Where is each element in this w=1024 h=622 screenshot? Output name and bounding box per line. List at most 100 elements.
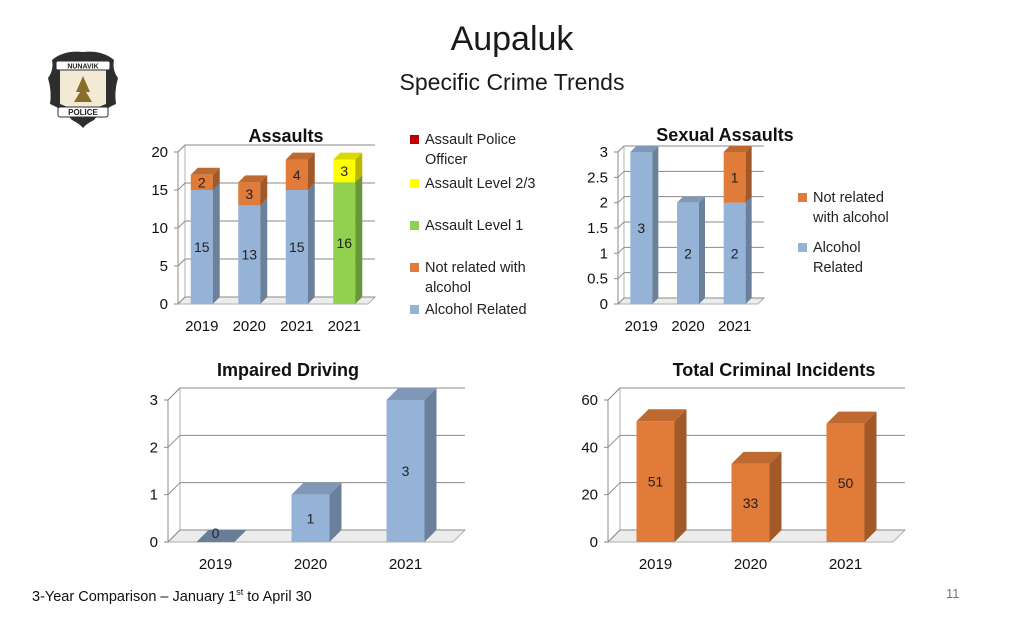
legend-swatch [798,243,807,252]
gridline-diagonal [167,529,181,543]
bar-side [424,388,437,542]
gridline-diagonal [167,482,181,496]
bar-segment [731,463,770,542]
gridline-diagonal [177,220,186,229]
legend-label: Not related [813,190,884,206]
gridline-diagonal [177,296,186,305]
gridline-diagonal [177,144,186,153]
data-label: 50 [838,475,854,491]
bar-top [333,152,363,160]
gridline-diagonal [177,182,186,191]
bar-side [260,175,268,206]
data-label: 16 [336,235,352,251]
data-label: 3 [402,463,410,479]
bar-top [677,196,705,203]
y-tick-label: 2 [150,439,158,456]
gridline-diagonal [607,529,621,543]
bar-segment [386,400,425,542]
bar-segment [333,182,356,304]
tree-mark [74,76,92,102]
footer-text: 3-Year Comparison – January 1st to April… [32,587,312,605]
total-criminal-incidents-chart: Total Criminal Incidents 0 20 40 60 51 2019 33 2… [581,360,907,573]
legend-swatch [410,263,419,272]
police-badge-icon: NUNAVIK POLICE [48,51,118,128]
bar-segment [285,190,308,304]
x-tick-label: 2020 [671,318,704,335]
footer-text-main: 3-Year Comparison – January 1 [32,588,237,605]
gridline-diagonal [617,246,625,254]
legend-label: with alcohol [812,210,889,226]
data-label: 15 [194,239,210,255]
bar-top [636,409,687,422]
data-label: 1 [731,169,739,185]
bar-top [386,388,437,400]
x-tick-label: 2021 [389,556,422,573]
legend-swatch [410,305,419,314]
badge-top-band [55,60,111,71]
legend-label: Alcohol [813,240,861,256]
legend-label: Assault Level 2/3 [425,176,535,192]
data-label: 1 [307,510,315,526]
gridline-diagonal [167,387,181,401]
badge-top-text: NUNAVIK [67,64,98,71]
y-tick-label: 60 [581,392,598,409]
bar-segment [636,421,675,542]
data-label: 13 [241,247,257,263]
bar-segment [291,494,330,542]
gridline-diagonal [607,482,621,496]
bar-top [630,146,659,152]
bar-segment [723,152,746,203]
legend-label: Assault Police [425,132,516,148]
y-tick-label: 0 [600,296,608,313]
bar-side [355,175,363,304]
bar-side [745,146,752,203]
x-tick-label: 2019 [199,556,232,573]
legend-label: Alcohol Related [425,302,527,318]
y-tick-label: 20 [581,487,598,504]
chart-title: Assaults [248,126,323,146]
bar-side [769,451,782,542]
x-tick-label: 2021 [718,318,751,335]
bar-top [196,530,247,542]
data-label: 3 [245,186,253,202]
y-tick-label: 0 [160,296,168,313]
data-label: 2 [731,245,739,261]
x-tick-label: 2021 [280,318,313,335]
legend-swatch [410,221,419,230]
legend-label: Not related with [425,260,526,276]
x-tick-label: 2019 [625,318,658,335]
data-label: 51 [648,474,664,490]
x-tick-label: 2020 [294,556,327,573]
gridline-diagonal [617,170,625,178]
bar-side [699,196,705,304]
gridline-diagonal [607,434,621,448]
bar-top [731,451,782,464]
badge-bottom-band [57,106,109,118]
impaired-driving-chart: Impaired Driving 0 1 2 3 0 2019 1 2020 3 2021 [150,360,467,573]
bar-segment [333,159,356,183]
data-label: 0 [212,525,220,541]
bar-segment [285,159,308,190]
x-tick-label: 2021 [328,318,361,335]
bar-segment [723,202,746,304]
chart-title: Sexual Assaults [656,125,793,145]
data-label: 4 [293,167,301,183]
bar-segment [630,152,653,304]
bar-segment [238,182,261,206]
x-tick-label: 2020 [233,318,266,335]
y-tick-label: 5 [160,258,168,275]
y-tick-label: 15 [151,182,168,199]
bar-side [212,167,220,190]
bar-side [674,409,687,542]
page-number: 11 [946,586,960,601]
gridline-diagonal [617,196,625,204]
y-tick-label: 1 [600,245,608,262]
y-tick-label: 1.5 [587,220,608,237]
slide-subtitle: Specific Crime Trends [399,69,625,95]
data-label: 3 [340,163,348,179]
sexual-assaults-chart: Sexual Assaults 0 0.5 1 1.5 2 2.5 3 3 2019 2 2020 2 1… [587,125,889,335]
y-tick-label: 40 [581,439,598,456]
gridline-diagonal [617,221,625,229]
y-tick-label: 0.5 [587,271,608,288]
bar-side [307,152,315,190]
